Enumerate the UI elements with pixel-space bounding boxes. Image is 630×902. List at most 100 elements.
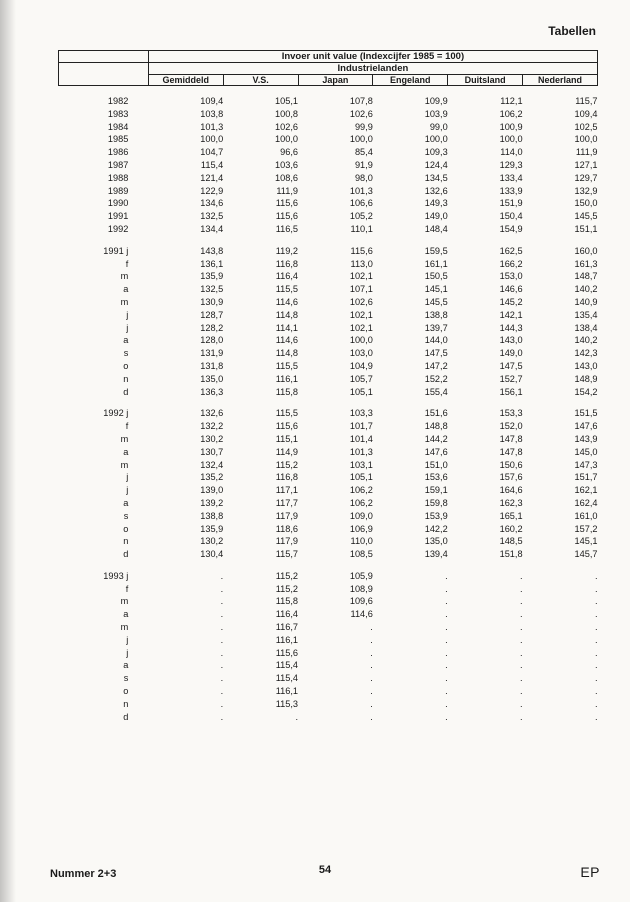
cell: 152,2 <box>373 373 448 386</box>
cell: 148,9 <box>523 373 598 386</box>
cell: 139,0 <box>148 484 223 497</box>
cell: 155,4 <box>373 386 448 399</box>
cell: 132,5 <box>148 283 223 296</box>
cell: 160,0 <box>523 245 598 258</box>
col-japan: Japan <box>298 75 373 86</box>
cell: 146,6 <box>448 283 523 296</box>
cell: 115,2 <box>223 459 298 472</box>
cell: 102,1 <box>298 322 373 335</box>
cell: 160,2 <box>448 523 523 536</box>
cell: 159,5 <box>373 245 448 258</box>
table-row: 1988121,4108,698,0134,5133,4129,7 <box>59 172 598 185</box>
cell: 134,4 <box>148 223 223 236</box>
cell: 133,9 <box>448 185 523 198</box>
table-row: m135,9116,4102,1150,5153,0148,7 <box>59 270 598 283</box>
cell: 105,9 <box>298 570 373 583</box>
cell: . <box>448 595 523 608</box>
cell: 114,6 <box>298 608 373 621</box>
cell: 105,1 <box>223 95 298 108</box>
cell: . <box>523 647 598 660</box>
table-row: j139,0117,1106,2159,1164,6162,1 <box>59 484 598 497</box>
cell: . <box>523 685 598 698</box>
table-row: 1987115,4103,691,9124,4129,3127,1 <box>59 159 598 172</box>
cell: 142,1 <box>448 309 523 322</box>
cell: . <box>373 608 448 621</box>
cell: 135,9 <box>148 270 223 283</box>
table-row: m132,4115,2103,1151,0150,6147,3 <box>59 459 598 472</box>
row-label: m <box>59 270 149 283</box>
cell: 114,8 <box>223 309 298 322</box>
cell: 130,9 <box>148 296 223 309</box>
cell: . <box>373 672 448 685</box>
cell: 99,0 <box>373 121 448 134</box>
cell: 102,1 <box>298 270 373 283</box>
table-row: s.115,4.... <box>59 672 598 685</box>
cell: 128,0 <box>148 334 223 347</box>
cell: . <box>373 583 448 596</box>
table-row: o135,9118,6106,9142,2160,2157,2 <box>59 523 598 536</box>
cell: . <box>523 659 598 672</box>
cell: 164,6 <box>448 484 523 497</box>
cell: . <box>298 659 373 672</box>
row-label: a <box>59 608 149 621</box>
row-label: n <box>59 698 149 711</box>
cell: 162,4 <box>523 497 598 510</box>
row-label: j <box>59 322 149 335</box>
row-label: j <box>59 484 149 497</box>
cell: 144,0 <box>373 334 448 347</box>
cell: . <box>523 672 598 685</box>
cell: 151,5 <box>523 407 598 420</box>
cell: 101,3 <box>298 446 373 459</box>
cell: 103,1 <box>298 459 373 472</box>
page-footer: 54 Nummer 2+3 EP <box>50 864 600 880</box>
cell: . <box>148 621 223 634</box>
row-label: j <box>59 647 149 660</box>
cell: 109,6 <box>298 595 373 608</box>
table-row: o.116,1.... <box>59 685 598 698</box>
cell: 152,0 <box>448 420 523 433</box>
cell: 115,8 <box>223 386 298 399</box>
cell: . <box>373 634 448 647</box>
table-row: f136,1116,8113,0161,1166,2161,3 <box>59 258 598 271</box>
cell: . <box>448 634 523 647</box>
row-label: 1990 <box>59 197 149 210</box>
cell: 154,2 <box>523 386 598 399</box>
cell: . <box>148 608 223 621</box>
cell: . <box>148 634 223 647</box>
cell: 132,5 <box>148 210 223 223</box>
table-row: s131,9114,8103,0147,5149,0142,3 <box>59 347 598 360</box>
cell: 138,8 <box>373 309 448 322</box>
cell: 145,7 <box>523 548 598 561</box>
cell: . <box>298 698 373 711</box>
cell: 151,7 <box>523 471 598 484</box>
cell: . <box>373 685 448 698</box>
cell: 153,3 <box>448 407 523 420</box>
cell: 135,2 <box>148 471 223 484</box>
cell: 114,9 <box>223 446 298 459</box>
cell: 143,0 <box>448 334 523 347</box>
row-label: o <box>59 685 149 698</box>
cell: 115,5 <box>223 360 298 373</box>
cell: 153,9 <box>373 510 448 523</box>
cell: . <box>148 595 223 608</box>
cell: . <box>523 711 598 724</box>
cell: 148,7 <box>523 270 598 283</box>
cell: 113,0 <box>298 258 373 271</box>
cell: 151,9 <box>448 197 523 210</box>
cell: 115,3 <box>223 698 298 711</box>
table-row: 1992 j132,6115,5103,3151,6153,3151,5 <box>59 407 598 420</box>
row-label: 1986 <box>59 146 149 159</box>
cell: 115,7 <box>223 548 298 561</box>
table-row: 1991 j143,8119,2115,6159,5162,5160,0 <box>59 245 598 258</box>
cell: 114,8 <box>223 347 298 360</box>
cell: 102,1 <box>298 309 373 322</box>
table-row: m.115,8109,6... <box>59 595 598 608</box>
cell: 147,6 <box>523 420 598 433</box>
binding-shadow <box>0 0 16 902</box>
cell: 142,2 <box>373 523 448 536</box>
cell: . <box>148 583 223 596</box>
table-row: d130,4115,7108,5139,4151,8145,7 <box>59 548 598 561</box>
cell: 135,9 <box>148 523 223 536</box>
row-label: 1993 j <box>59 570 149 583</box>
cell: . <box>148 647 223 660</box>
